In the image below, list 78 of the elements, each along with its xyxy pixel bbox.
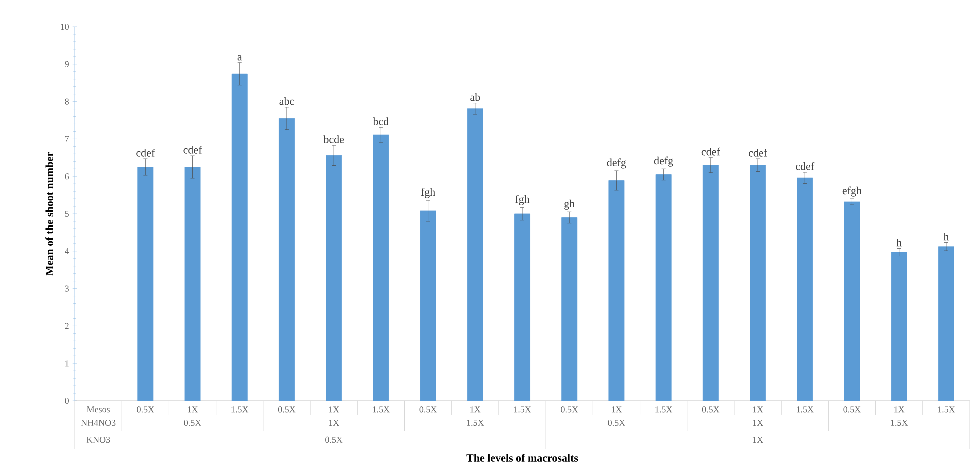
x-tick-label: 0.5X	[844, 406, 861, 413]
data-label: bcde	[324, 136, 344, 144]
y-tick-label: 0	[65, 398, 69, 404]
x-tick-label: 0.5X	[561, 406, 578, 413]
text: KNO3	[86, 436, 110, 444]
x-tick-label: 0.5X	[702, 406, 720, 413]
data-label: h	[896, 238, 902, 247]
bar	[279, 118, 295, 402]
bar	[608, 180, 625, 402]
data-label: a	[238, 55, 242, 61]
bar	[844, 202, 860, 402]
x-tick-label: 0.5X	[278, 406, 296, 413]
data-label: abc	[280, 97, 294, 106]
x-tick-label: 1.5X	[797, 406, 814, 413]
x-tick-label: 1X	[612, 406, 622, 413]
text: 1.5X	[891, 420, 908, 426]
x-tick-label: 0.5X	[137, 406, 154, 413]
text: 0.5X	[184, 420, 202, 426]
x-tick-label: 1.5X	[656, 406, 673, 413]
x-tick-label: 1X	[470, 406, 481, 413]
bar	[184, 167, 201, 402]
data-label: fgh	[421, 188, 436, 198]
data-label: cdef	[184, 146, 202, 154]
y-tick-label: 5	[65, 211, 69, 217]
data-label: cdef	[748, 148, 768, 157]
y-tick-label: 2	[65, 323, 69, 330]
x-axis-title: The levels of macrosalts	[466, 454, 578, 462]
bar	[138, 167, 154, 402]
x-tick-label: 1.5X	[938, 406, 956, 413]
bar	[562, 218, 578, 402]
text: NH4NO3	[81, 420, 116, 426]
x-tick-label: 0.5X	[420, 406, 438, 413]
bar	[750, 165, 766, 402]
text: 1X	[753, 420, 764, 426]
data-label: defg	[607, 158, 626, 169]
bar	[702, 165, 719, 402]
y-tick-label: 1	[66, 360, 69, 367]
bar	[326, 155, 342, 402]
data-label: fgh	[516, 195, 530, 206]
y-tick-label: 7	[65, 136, 70, 142]
x-tick-label: 1.5X	[373, 406, 390, 413]
bar	[467, 108, 484, 402]
bar	[891, 252, 908, 402]
y-tick-label: 4	[65, 248, 70, 254]
text: 0.5X	[326, 436, 343, 444]
data-label: defg	[654, 156, 674, 167]
x-tick-label: 1X	[894, 406, 905, 413]
data-label: gh	[564, 200, 575, 210]
x-tick-label: 1.5X	[232, 406, 249, 413]
bar	[373, 134, 390, 402]
bar	[232, 74, 248, 402]
bar	[656, 174, 672, 402]
bar	[938, 246, 954, 402]
bar	[797, 178, 814, 402]
data-label: cdef	[136, 148, 156, 157]
y-tick-label: 10	[61, 24, 69, 30]
bar	[420, 210, 436, 402]
data-label: cdef	[702, 148, 720, 156]
text: 1.5X	[467, 420, 484, 426]
x-tick-label: 1X	[329, 406, 340, 413]
data-label: h	[944, 232, 950, 241]
bar	[514, 214, 530, 402]
data-label: bcd	[373, 118, 389, 126]
data-label: cdef	[796, 162, 815, 170]
y-tick-label: 8	[65, 98, 69, 105]
text: 0.5X	[608, 420, 626, 426]
y-tick-label: 9	[65, 61, 69, 68]
y-axis-title: Mean of the shoot number	[46, 152, 54, 276]
data-label: ab	[470, 93, 480, 102]
x-tick-label: 1.5X	[514, 406, 532, 413]
x-tick-label: Mesos	[87, 406, 110, 413]
text: 1X	[329, 420, 340, 426]
y-tick-label: 6	[65, 174, 70, 180]
x-tick-label: 1X	[188, 406, 198, 413]
y-tick-label: 3	[65, 286, 69, 292]
data-label: efgh	[842, 186, 862, 197]
x-tick-label: 1X	[753, 406, 764, 413]
text: 1X	[753, 437, 764, 443]
